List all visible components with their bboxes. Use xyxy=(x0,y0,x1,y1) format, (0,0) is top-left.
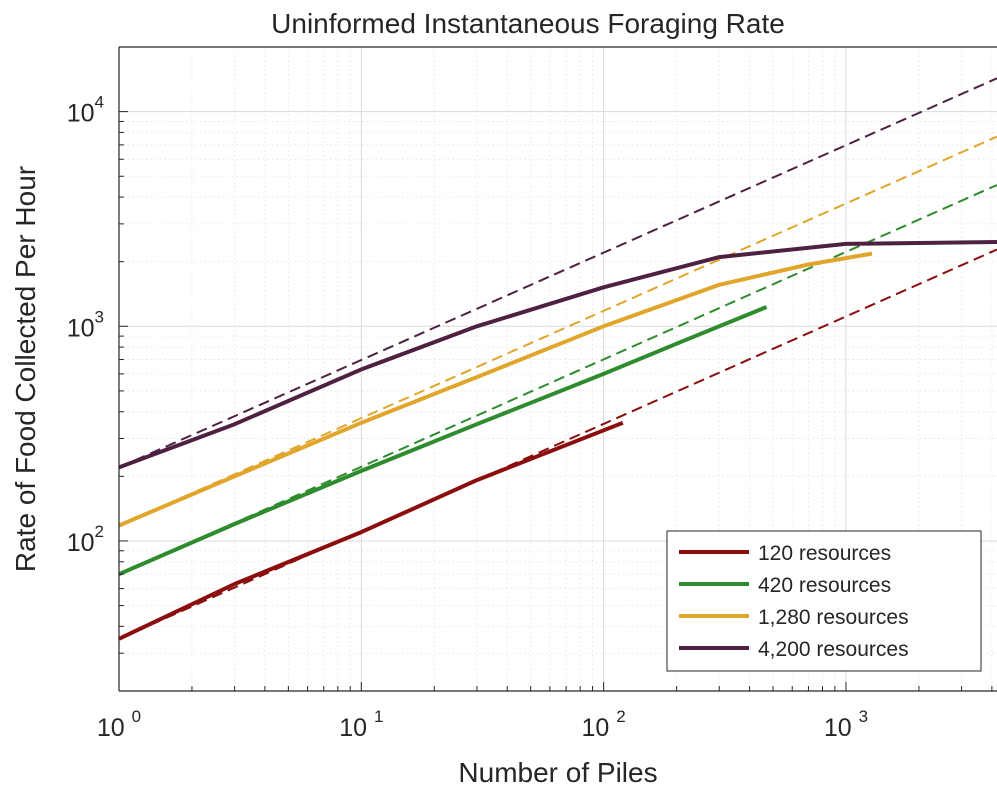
x-axis-label: Number of Piles xyxy=(458,757,657,788)
legend-entry-0: 120 resources xyxy=(758,542,891,565)
legend-entry-1: 420 resources xyxy=(758,574,891,597)
series-2-reference-line xyxy=(118,135,997,527)
x-tick-label-1: 10 1 xyxy=(339,707,383,742)
series-2-line xyxy=(118,251,873,528)
legend: 120 resources 420 resources 1,280 resource… xyxy=(666,530,982,672)
y-tick-label-2: 104 xyxy=(67,93,104,128)
series-0-line xyxy=(118,420,624,641)
tick-marks xyxy=(118,46,993,692)
y-tick-label-0: 102 xyxy=(67,522,104,557)
x-tick-label-3: 10 3 xyxy=(824,707,868,742)
series-3-line xyxy=(118,240,997,470)
y-tick-labels: 102 103 104 xyxy=(67,93,104,557)
series-lines xyxy=(118,77,997,641)
chart-title: Uninformed Instantaneous Foraging Rate xyxy=(271,8,785,39)
series-3-reference-line xyxy=(118,77,997,469)
series-0-reference-line xyxy=(118,248,997,640)
x-tick-label-0: 10 0 xyxy=(97,707,141,742)
y-axis-label: Rate of Food Collected Per Hour xyxy=(10,166,41,572)
legend-entry-2: 1,280 resources xyxy=(758,606,909,629)
x-tick-labels: 10 0 10 1 10 2 10 3 xyxy=(97,707,868,742)
series-1-line xyxy=(118,305,768,577)
x-tick-label-2: 10 2 xyxy=(582,707,626,742)
y-tick-label-1: 103 xyxy=(67,307,104,342)
legend-entry-3: 4,200 resources xyxy=(758,638,909,661)
